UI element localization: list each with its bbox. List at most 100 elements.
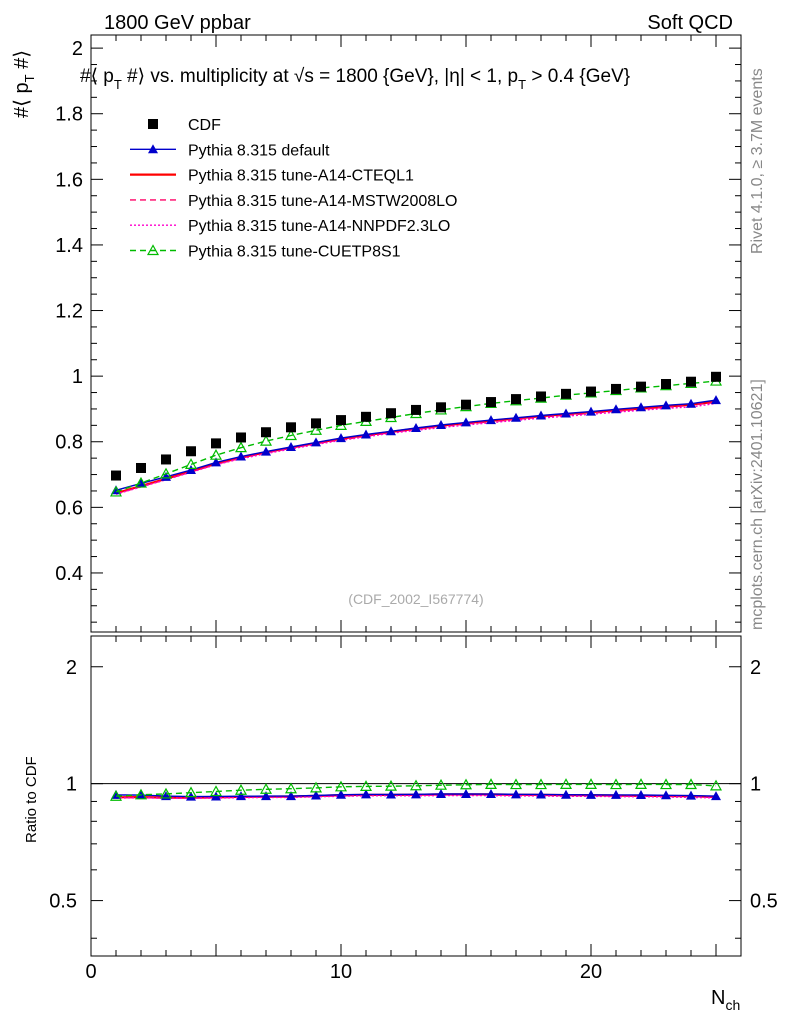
y-tick-label: 2 — [72, 38, 83, 60]
data-point — [211, 438, 221, 449]
y-tick-label: 1 — [72, 366, 83, 388]
title-part-6: > 0.4 {GeV} — [526, 66, 630, 87]
ratio-point — [486, 789, 496, 799]
data-point — [161, 471, 171, 481]
data-point — [236, 451, 246, 461]
legend-label: Pythia 8.315 tune-A14-MSTW2008LO — [188, 193, 457, 210]
ratio-point — [586, 789, 596, 799]
ratio-point — [286, 791, 296, 801]
data-point — [186, 464, 196, 474]
ratio-axis-ticks: 0.5 0.51 12 20 10 20 — [49, 636, 778, 983]
y-axis-label: #⟨ pT #⟩ — [11, 50, 37, 118]
data-point — [611, 404, 621, 414]
title-part-1: T — [114, 77, 122, 92]
ratio-point — [711, 791, 721, 801]
ratio-point — [536, 789, 546, 799]
ratio-point — [309, 781, 323, 793]
title-part-4: s = 1800 {GeV}, |η| < 1, p — [304, 66, 518, 87]
ratio-series-line — [115, 783, 717, 797]
legend-label: CDF — [188, 117, 221, 134]
legend-label: Pythia 8.315 tune-CUETP8S1 — [188, 244, 401, 261]
ratio-point — [209, 785, 223, 797]
header-left: 1800 GeV ppbar — [104, 12, 251, 34]
data-point — [411, 422, 421, 432]
data-point — [136, 478, 146, 488]
data-point — [211, 457, 221, 467]
y-tick-label: 1.6 — [55, 169, 83, 191]
analysis-watermark: (CDF_2002_I567774) — [348, 591, 483, 607]
header-right: Soft QCD — [647, 12, 733, 34]
ratio-point — [686, 790, 696, 800]
ratio-point — [636, 790, 646, 800]
y-tick-label: 1.4 — [55, 235, 83, 257]
ylabel-part-2: #⟩ — [11, 50, 33, 74]
x-tick-label: 0 — [85, 961, 96, 983]
title-part-3: √ — [294, 66, 305, 87]
data-point — [311, 418, 321, 429]
ylabel-part-1: T — [22, 74, 37, 82]
ratio-y-tick-label-right: 2 — [750, 657, 761, 679]
data-point — [184, 458, 198, 469]
data-point — [311, 437, 321, 447]
ratio-point — [436, 789, 446, 799]
y-tick-label: 1.2 — [55, 301, 83, 323]
data-point — [286, 422, 296, 433]
data-point — [561, 388, 571, 399]
data-point — [109, 485, 123, 497]
ratio-point — [361, 789, 371, 799]
data-point — [436, 402, 446, 413]
title-part-2: #⟩ vs. multiplicity at — [122, 66, 294, 87]
ratio-point — [484, 778, 498, 790]
legend-label: Pythia 8.315 tune-A14-NNPDF2.3LO — [188, 218, 450, 235]
ratio-point — [534, 778, 548, 790]
data-point — [661, 379, 671, 390]
ratio-point — [709, 779, 723, 791]
data-point — [261, 446, 271, 456]
data-point — [286, 441, 296, 451]
data-point — [611, 383, 621, 394]
data-point — [159, 467, 173, 479]
data-point — [436, 420, 446, 430]
legend-marker — [148, 119, 158, 129]
main-series-layer — [109, 371, 723, 497]
ratio-point — [659, 778, 673, 790]
ratio-point — [684, 778, 698, 790]
ratio-point — [611, 789, 621, 799]
ratio-point — [134, 788, 148, 800]
ratio-point — [334, 780, 348, 792]
data-point — [461, 417, 471, 427]
ratio-y-tick-label-right: 1 — [750, 774, 761, 796]
data-point — [661, 400, 671, 410]
data-point — [336, 415, 346, 426]
data-point — [261, 427, 271, 438]
ratio-point — [236, 791, 246, 801]
legend: CDF Pythia 8.315 default Pythia 8.315 tune… — [130, 117, 457, 261]
ratio-point — [284, 782, 298, 794]
ratio-point — [459, 778, 473, 790]
data-point — [536, 410, 546, 420]
ratio-point — [261, 791, 271, 801]
legend-label: Pythia 8.315 default — [188, 142, 330, 159]
data-point — [636, 402, 646, 412]
x-axis-label: Nch — [711, 987, 740, 1013]
ratio-point — [359, 780, 373, 791]
main-plot-frame — [90, 34, 742, 633]
data-point — [161, 454, 171, 465]
ratio-point — [461, 788, 471, 798]
mcplots-label: mcplots.cern.ch [arXiv:2401.10621] — [749, 379, 766, 630]
ratio-point — [511, 789, 521, 799]
data-point — [336, 433, 346, 443]
ratio-y-tick-label: 1 — [66, 774, 77, 796]
ratio-point — [384, 779, 398, 791]
legend-label: Pythia 8.315 tune-A14-CTEQL1 — [188, 168, 414, 185]
data-point — [234, 441, 248, 453]
ratio-point — [559, 778, 573, 789]
data-point — [711, 371, 721, 382]
data-point — [259, 434, 273, 446]
data-point — [111, 470, 121, 481]
data-point — [386, 426, 396, 436]
ratio-point — [109, 789, 123, 801]
data-point — [536, 391, 546, 402]
ratio-point — [634, 778, 648, 789]
ratio-y-tick-label-right: 0.5 — [750, 891, 778, 913]
